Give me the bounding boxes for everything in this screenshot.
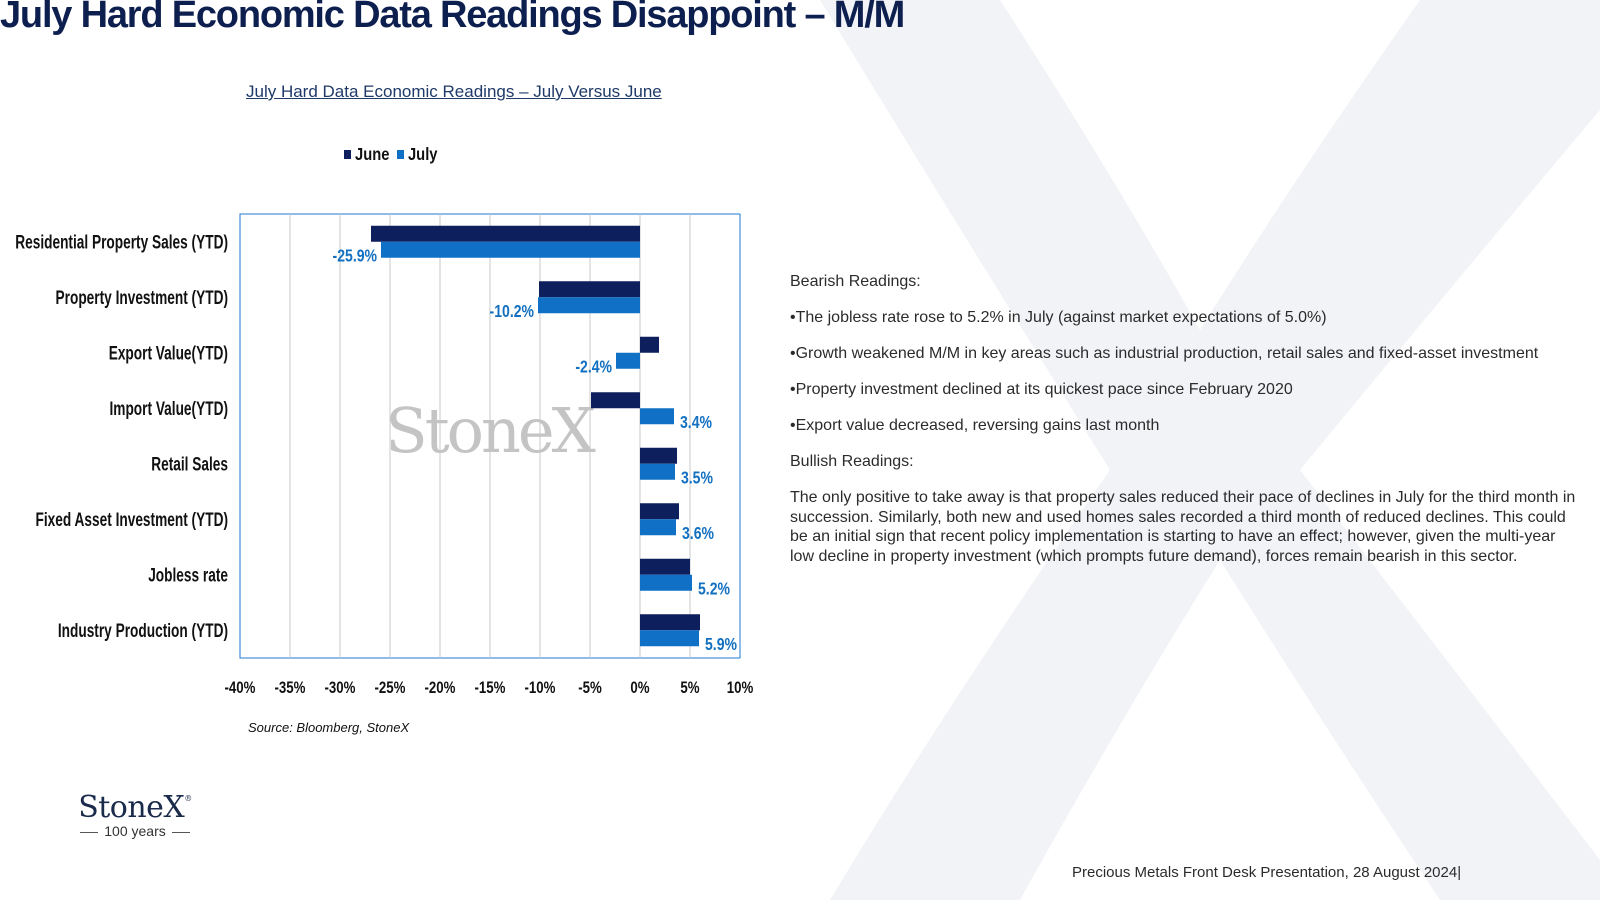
x-tick-label: -10% bbox=[525, 679, 556, 698]
category-label: Import Value(YTD) bbox=[109, 398, 228, 420]
legend-swatch-june bbox=[344, 150, 351, 159]
bearish-point: •The jobless rate rose to 5.2% in July (… bbox=[790, 309, 1327, 326]
data-label-july: -25.9% bbox=[333, 246, 377, 266]
bearish-point: •Property investment declined at its qui… bbox=[790, 381, 1293, 398]
x-tick-label: -35% bbox=[275, 679, 306, 698]
bar-july bbox=[640, 574, 692, 591]
bar-july bbox=[616, 352, 640, 369]
bar-june bbox=[640, 336, 659, 353]
bearish-heading: Bearish Readings: bbox=[790, 273, 921, 290]
bar-june bbox=[640, 558, 690, 575]
chart-watermark: StoneX bbox=[385, 394, 595, 467]
legend-label-june: June bbox=[355, 145, 389, 165]
category-label: Residential Property Sales (YTD) bbox=[15, 232, 228, 254]
x-tick-label: -5% bbox=[578, 679, 602, 698]
data-label-july: 3.5% bbox=[681, 468, 713, 488]
category-label: Industry Production (YTD) bbox=[58, 620, 228, 642]
chart-title: July Hard Data Economic Readings – July … bbox=[246, 82, 662, 101]
data-label-july: 3.4% bbox=[680, 413, 712, 433]
bar-july bbox=[640, 630, 699, 647]
category-label: Fixed Asset Investment (YTD) bbox=[36, 509, 228, 531]
bar-june bbox=[640, 503, 679, 520]
bearish-point: •Growth weakened M/M in key areas such a… bbox=[790, 345, 1539, 362]
legend-label-july: July bbox=[408, 145, 438, 165]
bearish-point: •Export value decreased, reversing gains… bbox=[790, 417, 1160, 434]
stonex-logo: StoneX® 100 years bbox=[70, 790, 200, 839]
bar-july bbox=[640, 519, 676, 536]
bar-june bbox=[539, 281, 640, 298]
logo-wordmark: StoneX® bbox=[78, 790, 192, 825]
category-label: Export Value(YTD) bbox=[109, 343, 228, 365]
x-tick-label: 0% bbox=[630, 679, 650, 698]
category-label: Property Investment (YTD) bbox=[56, 287, 228, 309]
registered-mark: ® bbox=[184, 794, 192, 803]
category-label: Retail Sales bbox=[151, 454, 228, 476]
bar-july bbox=[381, 241, 640, 258]
bar-june bbox=[591, 392, 640, 409]
x-tick-label: -20% bbox=[425, 679, 456, 698]
x-tick-label: 10% bbox=[727, 679, 754, 698]
bar-july bbox=[640, 463, 675, 480]
x-tick-label: 5% bbox=[680, 679, 700, 698]
bar-june bbox=[371, 225, 640, 242]
bar-july bbox=[640, 408, 674, 425]
x-tick-label: -25% bbox=[375, 679, 406, 698]
bullish-heading: Bullish Readings: bbox=[790, 453, 914, 470]
x-tick-label: -30% bbox=[325, 679, 356, 698]
data-label-july: 5.9% bbox=[705, 635, 737, 655]
commentary-panel: Bearish Readings: •The jobless rate rose… bbox=[790, 272, 1580, 582]
data-label-july: 3.6% bbox=[682, 524, 714, 544]
bar-chart: June July StoneX Residential Property Sal… bbox=[15, 145, 754, 698]
data-label-july: -2.4% bbox=[575, 357, 612, 377]
logo-tagline: 100 years bbox=[70, 823, 200, 839]
chart-legend: June July bbox=[344, 145, 438, 165]
x-tick-label: -40% bbox=[225, 679, 256, 698]
category-label: Jobless rate bbox=[148, 565, 228, 587]
bar-july bbox=[538, 297, 640, 314]
footer-text: Precious Metals Front Desk Presentation,… bbox=[1072, 864, 1462, 881]
chart-source: Source: Bloomberg, StoneX bbox=[248, 720, 410, 735]
data-label-july: 5.2% bbox=[698, 579, 730, 599]
data-label-july: -10.2% bbox=[490, 302, 534, 322]
x-tick-label: -15% bbox=[475, 679, 506, 698]
bar-june bbox=[640, 447, 677, 464]
slide-title: July Hard Economic Data Readings Disappo… bbox=[0, 0, 905, 36]
legend-swatch-july bbox=[397, 150, 404, 159]
bar-june bbox=[640, 614, 700, 631]
bullish-text: The only positive to take away is that p… bbox=[790, 489, 1576, 565]
